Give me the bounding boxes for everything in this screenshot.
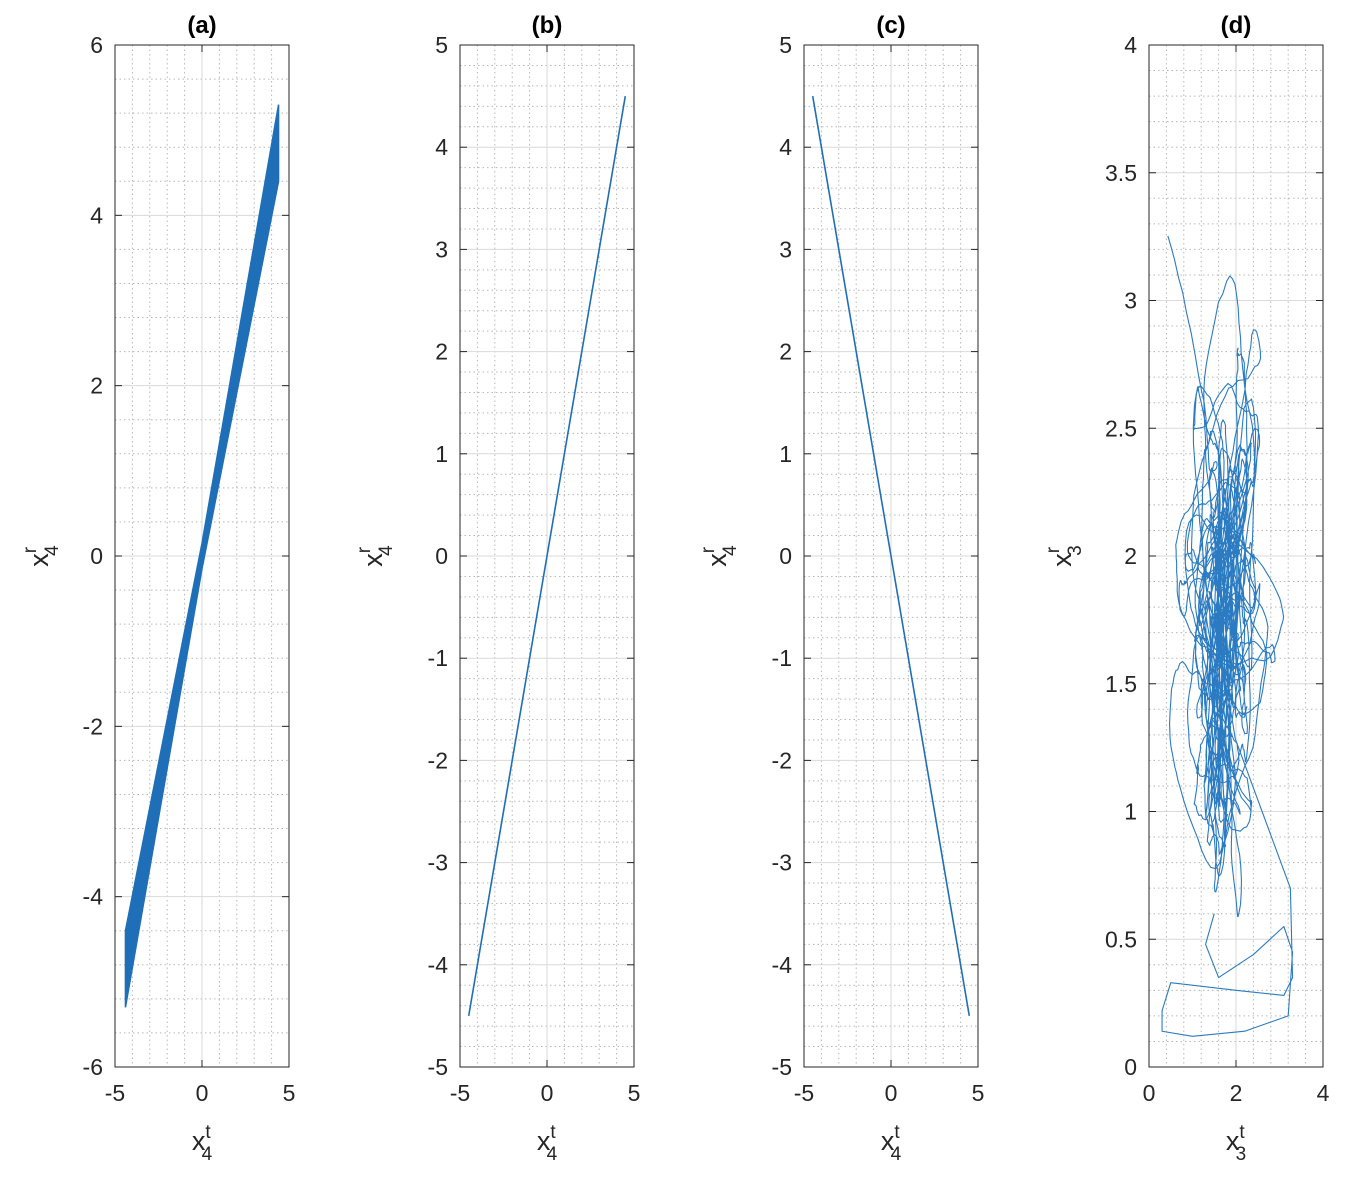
y-axis-label-superscript: r [698, 546, 719, 553]
y-tick-label: 3 [435, 236, 448, 262]
x-tick-label: 0 [541, 1080, 554, 1106]
x-axis-label-base: x [881, 1126, 895, 1156]
y-tick-label: 2 [435, 339, 448, 365]
y-tick-label: 3 [1124, 288, 1137, 314]
data-series [467, 95, 627, 1017]
x-tick-label: -5 [794, 1080, 814, 1106]
x-tick-label: -5 [450, 1080, 470, 1106]
y-axis-label-superscript: r [1043, 546, 1064, 553]
y-tick-label: 6 [90, 32, 103, 58]
y-tick-label: 0 [779, 543, 792, 569]
x-tick-label: -5 [105, 1080, 125, 1106]
y-tick-label: 1 [779, 441, 792, 467]
y-axis-label-base: x [702, 553, 732, 567]
panel-title: (a) [187, 12, 216, 39]
x-tick-label: 4 [1317, 1080, 1330, 1106]
y-tick-label: 0 [90, 543, 103, 569]
y-axis-label-superscript: r [354, 546, 375, 553]
y-tick-label: 4 [90, 202, 103, 228]
y-tick-label: -4 [772, 952, 793, 978]
x-tick-label: 0 [1143, 1080, 1156, 1106]
x-axis-label-superscript: t [205, 1122, 211, 1143]
data-series [1161, 235, 1294, 1037]
y-tick-label: 0.5 [1105, 926, 1137, 952]
x-axis-label: xt 4 [192, 1122, 213, 1165]
x-axis-label-base: x [1226, 1126, 1240, 1156]
x-axis-label: xt 4 [881, 1122, 902, 1165]
y-tick-label: 1 [435, 441, 448, 467]
y-axis-label-subscript: 4 [42, 545, 63, 556]
y-tick-label: -1 [428, 645, 448, 671]
x-axis-label-superscript: t [550, 1122, 556, 1143]
x-axis-label-base: x [192, 1126, 206, 1156]
y-tick-label: 2 [1124, 543, 1137, 569]
x-tick-label: 5 [283, 1080, 296, 1106]
y-axis-label-subscript: 4 [720, 545, 741, 556]
x-tick-label: 0 [196, 1080, 209, 1106]
y-tick-label: -3 [772, 850, 792, 876]
y-tick-label: -2 [428, 747, 448, 773]
x-axis-label-base: x [537, 1126, 551, 1156]
y-tick-label: 0 [1124, 1054, 1137, 1080]
panel-title: (d) [1221, 12, 1252, 39]
y-tick-label: 2.5 [1105, 415, 1137, 441]
panel-title: (c) [876, 12, 905, 39]
y-axis-label-base: x [1047, 553, 1077, 567]
data-series [811, 95, 971, 1017]
y-axis-label-superscript: r [20, 546, 41, 553]
y-tick-label: -2 [83, 713, 103, 739]
x-tick-label: 5 [972, 1080, 985, 1106]
x-axis-label-superscript: t [894, 1122, 900, 1143]
x-tick-label: 5 [628, 1080, 641, 1106]
x-axis-label-subscript: 4 [891, 1144, 902, 1165]
y-tick-label: -4 [83, 884, 104, 910]
y-tick-label: 3 [779, 236, 792, 262]
data-trajectory [1161, 235, 1294, 1037]
y-tick-label: -3 [428, 850, 448, 876]
y-tick-label: -1 [772, 645, 792, 671]
y-tick-label: -4 [428, 952, 449, 978]
data-series [124, 104, 280, 1008]
data-band [124, 104, 280, 1008]
y-axis-label: xr4 [20, 545, 63, 567]
data-line [467, 95, 627, 1017]
x-axis-label-superscript: t [1239, 1122, 1245, 1143]
y-axis-label-subscript: 3 [1065, 545, 1086, 556]
x-tick-label: 0 [885, 1080, 898, 1106]
x-axis-label-subscript: 4 [202, 1144, 213, 1165]
y-tick-label: 4 [1124, 32, 1137, 58]
y-tick-label: 2 [779, 339, 792, 365]
y-axis-label: xr3 [1043, 545, 1086, 566]
y-tick-label: 1.5 [1105, 671, 1137, 697]
y-axis-label-base: x [24, 553, 54, 567]
y-tick-label: 5 [435, 32, 448, 58]
y-tick-label: 4 [779, 134, 792, 160]
x-tick-label: 2 [1230, 1080, 1243, 1106]
y-tick-label: 4 [435, 134, 448, 160]
y-tick-label: 1 [1124, 799, 1137, 825]
y-axis-label-base: x [358, 553, 388, 567]
y-tick-label: 3.5 [1105, 160, 1137, 186]
panel-title: (b) [532, 12, 563, 39]
x-axis-label-subscript: 3 [1236, 1144, 1247, 1165]
y-tick-label: -5 [428, 1054, 448, 1080]
y-tick-label: 2 [90, 373, 103, 399]
y-axis-label: xr4 [354, 545, 397, 567]
x-axis-label-subscript: 4 [547, 1144, 558, 1165]
data-line [811, 95, 971, 1017]
y-tick-label: -2 [772, 747, 792, 773]
y-tick-label: -6 [83, 1054, 103, 1080]
y-tick-label: 0 [435, 543, 448, 569]
x-axis-label: xt 3 [1226, 1122, 1246, 1165]
y-axis-label: xr4 [698, 545, 741, 567]
y-tick-label: -5 [772, 1054, 792, 1080]
y-axis-label-subscript: 4 [376, 545, 397, 556]
y-tick-label: 5 [779, 32, 792, 58]
x-axis-label: xt 4 [537, 1122, 558, 1165]
